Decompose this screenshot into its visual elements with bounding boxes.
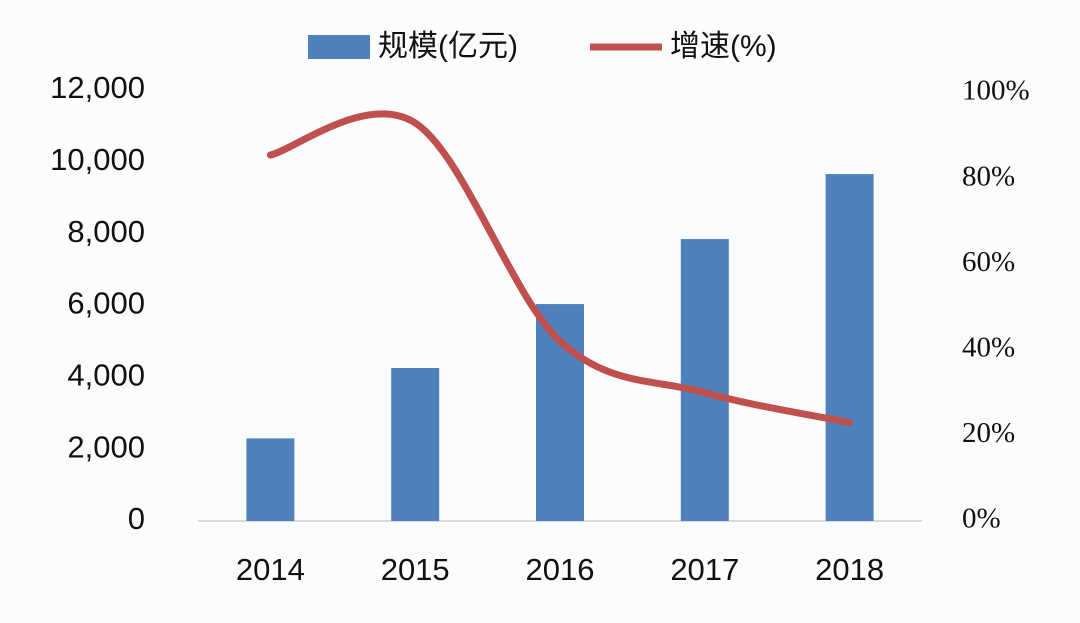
y2-tick-label: 80% <box>962 160 1015 192</box>
x-tick-label: 2018 <box>815 552 884 587</box>
y2-tick-label: 20% <box>962 417 1015 449</box>
y2-tick-label: 100% <box>962 75 1030 107</box>
y-tick-label: 10,000 <box>50 142 145 177</box>
legend-swatch <box>308 35 370 59</box>
bar <box>825 174 874 522</box>
y2-tick-label: 40% <box>962 331 1015 363</box>
legend-label: 规模(亿元) <box>378 30 518 63</box>
y-tick-label: 6,000 <box>67 286 145 321</box>
y-tick-label: 2,000 <box>67 429 145 464</box>
bar <box>391 367 440 521</box>
y-tick-label: 8,000 <box>67 214 145 249</box>
x-tick-label: 2015 <box>381 552 450 587</box>
y2-tick-label: 0% <box>962 503 1001 535</box>
y-tick-label: 0 <box>128 501 145 536</box>
x-tick-label: 2016 <box>526 552 595 587</box>
legend-label: 增速(%) <box>670 30 777 63</box>
y-tick-label: 4,000 <box>67 358 145 393</box>
x-tick-label: 2017 <box>670 552 739 587</box>
bar <box>680 239 729 521</box>
bar <box>246 438 295 521</box>
y2-tick-label: 60% <box>962 246 1015 278</box>
x-tick-label: 2014 <box>236 552 305 587</box>
line <box>266 110 854 427</box>
y-tick-label: 12,000 <box>50 70 145 105</box>
